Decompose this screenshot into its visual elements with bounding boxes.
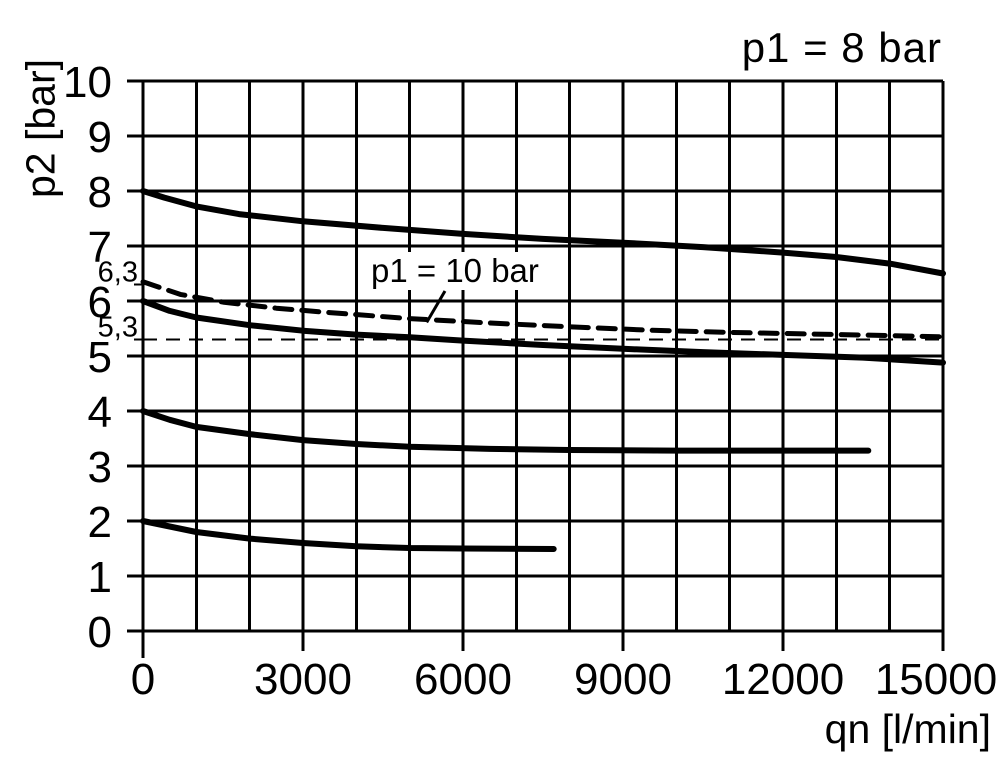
annotation-p1-10bar: p1 = 10 bar — [363, 252, 547, 290]
y-extra-tick-label: 6,3 — [98, 257, 138, 289]
annotation-leader-line — [425, 290, 447, 324]
curve-3-solid-thick: setting 4 bar (p1 = 8 bar) — [140, 408, 872, 454]
y-tick-label: 1 — [88, 553, 112, 602]
y-tick-label: 5 — [88, 333, 112, 382]
y-extra-tick-label: 5,3 — [98, 312, 138, 344]
x-tick-label: 15000 — [875, 655, 997, 704]
y-tick-label: 10 — [63, 58, 112, 107]
x-tick-label: 12000 — [722, 655, 844, 704]
y-tick-label: 2 — [88, 498, 112, 547]
chart-title: p1 = 8 bar — [741, 24, 942, 71]
x-tick-label: 0 — [131, 655, 155, 704]
curve-0-solid-thick: setting 8 bar (p1 = 8 bar) — [140, 188, 946, 277]
x-tick-label: 3000 — [254, 655, 352, 704]
x-axis-label: qn [l/min] — [824, 706, 991, 752]
y-axis-label: p2 [bar] — [17, 58, 64, 199]
x-tick-label: 6000 — [414, 655, 512, 704]
y-tick-label: 4 — [88, 388, 112, 437]
y-tick-label: 8 — [88, 168, 112, 217]
curves: setting 8 bar (p1 = 8 bar) setting 6 bar … — [140, 188, 946, 552]
y-tick-label: 9 — [88, 113, 112, 162]
y-tick-label: 6 — [88, 278, 112, 327]
curve-2-dashed-thick: p1 = 10 bar — [140, 279, 946, 340]
y-tick-label: 0 — [88, 608, 112, 657]
curve-1-solid-thick: setting 6 bar (p1 = 8 bar) — [140, 298, 946, 366]
y-tick-label: 7 — [88, 223, 112, 272]
y-tick-label: 3 — [88, 443, 112, 492]
x-tick-label: 9000 — [574, 655, 672, 704]
curve-4-solid-thick: setting 2 bar (p1 = 8 bar) — [140, 518, 557, 552]
